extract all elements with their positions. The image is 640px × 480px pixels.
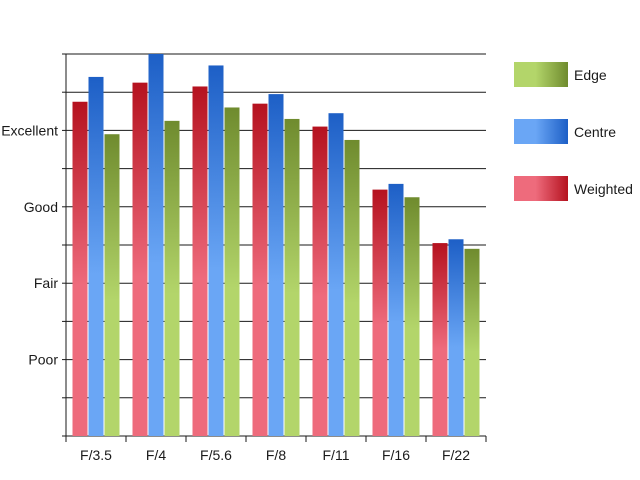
legend: Edge Centre Weighted bbox=[514, 62, 633, 201]
bar-edge-f22 bbox=[464, 248, 480, 436]
x-tick-label: F/8 bbox=[266, 447, 286, 463]
bar-weighted-f22 bbox=[432, 243, 448, 436]
bar-centre-f56 bbox=[208, 65, 224, 437]
x-tick-label: F/4 bbox=[146, 447, 166, 463]
bar-edge-f35 bbox=[104, 134, 120, 436]
y-tick-label: Poor bbox=[28, 352, 58, 368]
x-tick-label: F/3.5 bbox=[80, 447, 112, 463]
bar-edge-f16 bbox=[404, 197, 420, 436]
legend-swatch-edge bbox=[514, 62, 568, 87]
y-tick-labels: Poor Fair Good Excellent bbox=[1, 122, 58, 367]
bar-centre-f35 bbox=[88, 76, 104, 437]
y-tick-label: Fair bbox=[34, 275, 58, 291]
bar-edge-f56 bbox=[224, 107, 240, 436]
x-tick-label: F/16 bbox=[382, 447, 410, 463]
bar-weighted-f4 bbox=[132, 82, 148, 437]
bar-weighted-f8 bbox=[252, 103, 268, 436]
y-tick-label: Excellent bbox=[1, 122, 58, 138]
bar-edge-f8 bbox=[284, 118, 300, 436]
bar-centre-f11 bbox=[328, 113, 344, 437]
bar-weighted-f11 bbox=[312, 126, 328, 436]
x-tick-labels: F/3.5 F/4 F/5.6 F/8 F/11 F/16 F/22 bbox=[80, 447, 470, 463]
bar-centre-f22 bbox=[448, 239, 464, 436]
legend-label-centre: Centre bbox=[574, 124, 616, 140]
bar-weighted-f35 bbox=[72, 101, 88, 436]
bar-centre-f4 bbox=[148, 54, 164, 436]
x-tick-label: F/22 bbox=[442, 447, 470, 463]
legend-label-edge: Edge bbox=[574, 67, 607, 83]
bar-weighted-f56 bbox=[192, 86, 208, 436]
x-tick-label: F/11 bbox=[323, 447, 350, 463]
bar-centre-f16 bbox=[388, 183, 404, 436]
legend-swatch-centre bbox=[514, 119, 568, 144]
x-tick-label: F/5.6 bbox=[200, 447, 232, 463]
legend-swatch-weighted bbox=[514, 176, 568, 201]
bar-edge-f11 bbox=[344, 139, 360, 436]
y-tick-label: Good bbox=[24, 199, 58, 215]
bar-edge-f4 bbox=[164, 120, 180, 436]
bars bbox=[72, 54, 480, 437]
bar-centre-f8 bbox=[268, 94, 284, 437]
legend-label-weighted: Weighted bbox=[574, 181, 633, 197]
bar-weighted-f16 bbox=[372, 189, 388, 436]
